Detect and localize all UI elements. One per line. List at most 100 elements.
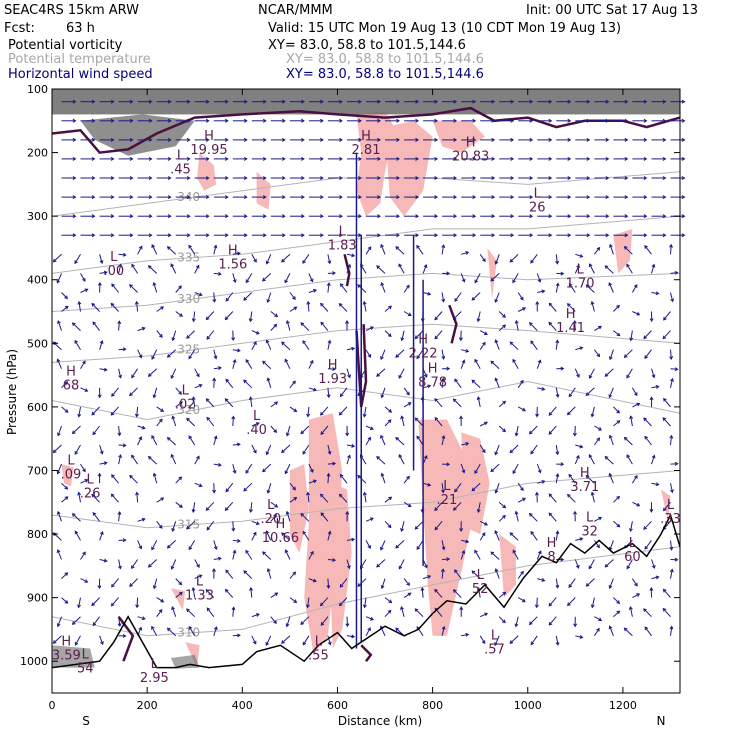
wind-vector-head	[681, 214, 686, 219]
wind-vector-head	[320, 622, 325, 626]
wind-vector-head	[129, 583, 133, 587]
wind-vector	[151, 349, 158, 360]
wind-vector-head	[380, 281, 385, 286]
wind-vector	[398, 263, 405, 274]
wind-vector-head	[212, 489, 217, 494]
wind-vector-head	[510, 137, 515, 142]
wind-vector-head	[262, 360, 266, 365]
wind-vector	[398, 368, 405, 379]
wind-vector	[536, 360, 541, 369]
wind-vector-head	[651, 564, 656, 569]
extremum-value: 1.33	[185, 588, 214, 603]
wind-vector-head	[282, 118, 286, 123]
wind-vector-head	[351, 537, 356, 542]
wind-vector-head	[453, 195, 458, 200]
wind-vector-head	[579, 444, 584, 449]
wind-vector	[609, 540, 614, 551]
wind-vector	[136, 492, 139, 503]
wind-vector-head	[129, 233, 134, 238]
wind-vector-head	[141, 517, 146, 522]
wind-vector-head	[387, 333, 392, 338]
wind-vector-head	[91, 118, 96, 123]
wind-vector-head	[588, 565, 593, 570]
wind-vector	[630, 416, 633, 427]
wind-vector-head	[643, 176, 648, 181]
wind-vector-head	[293, 306, 298, 311]
wind-vector-head	[245, 358, 250, 363]
wind-vector-head	[608, 282, 612, 287]
wind-vector-head	[474, 470, 478, 475]
wind-vector-head	[579, 346, 584, 351]
wind-vector-head	[285, 319, 290, 324]
wind-vector	[365, 246, 372, 255]
wind-vector	[441, 569, 444, 579]
wind-vector	[401, 416, 405, 427]
wind-vector	[509, 444, 519, 453]
wind-vector-head	[91, 195, 96, 200]
wind-vector	[495, 378, 500, 388]
wind-vector-head	[400, 415, 405, 420]
wind-vector-head	[134, 413, 139, 418]
wind-vector-head	[273, 514, 277, 518]
wind-vector-head	[72, 176, 77, 181]
wind-vector	[289, 292, 296, 300]
wind-vector-head	[310, 550, 314, 555]
wind-vector-head	[520, 487, 524, 492]
wind-vector-head	[345, 510, 350, 515]
wind-vector-head	[548, 233, 553, 238]
wind-vector	[156, 520, 163, 529]
wind-vector-head	[262, 99, 267, 104]
wind-vector-head	[141, 326, 146, 331]
wind-vector	[270, 514, 277, 522]
wind-vector-head	[502, 428, 507, 433]
wind-vector-head	[253, 341, 257, 346]
wind-vector-head	[118, 263, 123, 268]
pink-shade-region	[304, 413, 343, 655]
wind-vector-head	[167, 99, 172, 104]
wind-vector-head	[110, 214, 115, 219]
wind-vector-head	[74, 530, 79, 535]
wind-vector-head	[560, 462, 565, 467]
wind-vector-head	[231, 415, 236, 420]
wind-vector-head	[579, 254, 584, 258]
wind-vector	[593, 437, 600, 446]
wind-vector	[300, 425, 310, 434]
wind-vector-head	[663, 397, 667, 402]
wind-vector-head	[191, 509, 196, 513]
wind-vector-head	[434, 526, 439, 531]
wind-vector-head	[56, 510, 61, 515]
wind-vector	[340, 474, 348, 484]
wind-vector-head	[624, 137, 629, 142]
wind-vector	[206, 330, 215, 340]
wind-vector	[320, 512, 329, 522]
wind-vector-head	[370, 616, 374, 621]
wind-vector-head	[434, 137, 439, 142]
pink-shade-region	[170, 588, 186, 611]
wind-vector-head	[151, 625, 155, 630]
wind-vector-head	[64, 295, 68, 300]
wind-vector-head	[74, 260, 78, 265]
wind-vector-head	[320, 118, 324, 123]
wind-vector-head	[662, 233, 667, 238]
wind-vector-head	[64, 381, 69, 385]
wind-vector-head	[224, 176, 229, 181]
wind-vector	[441, 349, 445, 359]
wind-vector-head	[377, 214, 381, 219]
wind-vector-head	[377, 195, 381, 200]
wind-vector-head	[494, 339, 499, 344]
wind-vector-head	[198, 574, 203, 579]
extremum-high-marker: H	[361, 129, 371, 144]
wind-vector-head	[225, 488, 230, 493]
wind-vector	[281, 532, 291, 541]
wind-vector-head	[301, 137, 305, 142]
wind-vector-head	[380, 472, 385, 477]
wind-vector-head	[281, 449, 285, 454]
wind-vector	[651, 368, 655, 378]
wind-vector-head	[370, 517, 374, 521]
wind-vector-head	[198, 483, 203, 488]
extremum-low-marker: L	[315, 635, 323, 650]
wind-vector	[575, 635, 583, 638]
wind-vector	[129, 387, 138, 396]
wind-vector-head	[253, 449, 257, 454]
wind-vector-head	[367, 246, 372, 251]
